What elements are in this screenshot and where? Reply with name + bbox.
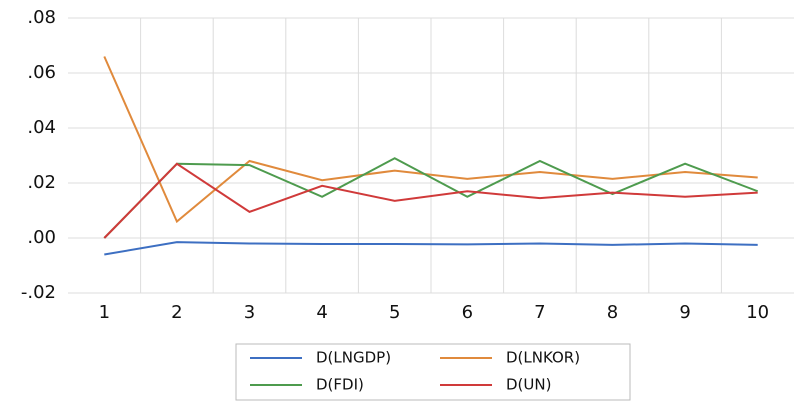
legend-box <box>235 343 631 401</box>
x-tick-label: 8 <box>607 302 618 323</box>
x-tick-label: 10 <box>746 302 769 323</box>
series-line <box>104 241 758 256</box>
series-line <box>103 157 759 239</box>
plot <box>103 56 759 256</box>
y-tick-label: -.02 <box>21 282 56 303</box>
x-tick-label: 7 <box>534 302 545 323</box>
x-tick-label: 2 <box>171 302 182 323</box>
legend-label: D(UN) <box>506 376 551 394</box>
legend-label: D(LNGDP) <box>316 349 391 367</box>
grid <box>68 17 794 294</box>
y-tick-label: .02 <box>27 172 56 193</box>
x-tick-label: 5 <box>389 302 400 323</box>
series-line <box>103 162 758 239</box>
y-tick-label: .08 <box>27 7 56 28</box>
y-tick-label: .04 <box>27 117 56 138</box>
y-tick-label: .06 <box>27 62 56 83</box>
x-tick-label: 9 <box>679 302 690 323</box>
x-tick-label: 6 <box>462 302 473 323</box>
x-tick-label: 1 <box>99 302 110 323</box>
legend: D(LNGDP) D(LNKOR) D(FDI) D(UN) <box>235 343 631 401</box>
legend-label: D(LNKOR) <box>506 349 580 367</box>
legend-label: D(FDI) <box>316 376 364 394</box>
series-line <box>103 56 758 224</box>
x-tick-label: 3 <box>244 302 255 323</box>
x-tick-label: 4 <box>316 302 327 323</box>
y-tick-label: .00 <box>27 227 56 248</box>
